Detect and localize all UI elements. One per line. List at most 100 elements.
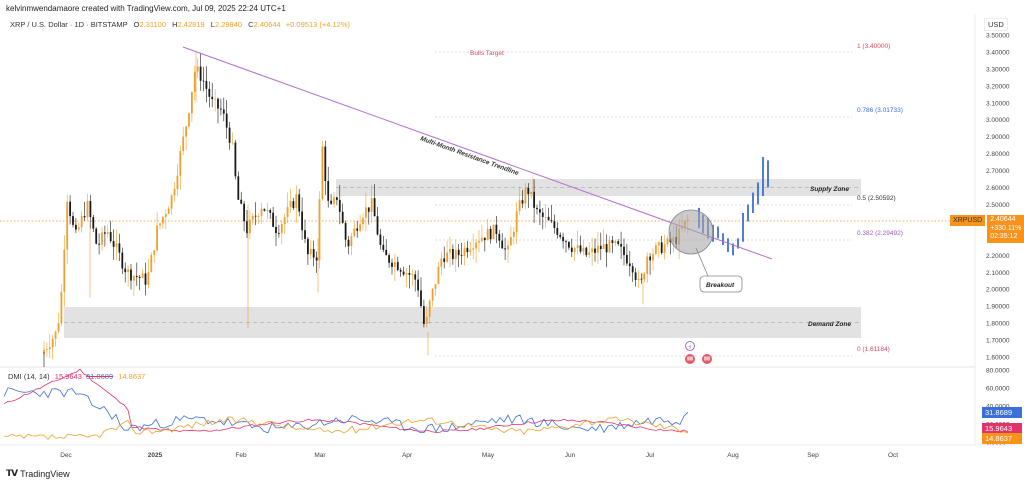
time-tick: Feb <box>235 452 247 459</box>
price-tick: 1.70000 <box>986 338 1010 345</box>
candle-body <box>321 146 324 200</box>
candle-body <box>399 269 402 272</box>
price-tick: 3.20000 <box>986 83 1010 90</box>
dmi-adx-line <box>3 416 689 440</box>
dmi-tick: 80.0000 <box>986 368 1010 375</box>
candle-body <box>504 248 506 250</box>
candle-body <box>214 98 216 100</box>
candle-body <box>312 249 315 258</box>
time-axis[interactable]: Dec 2025 Feb Mar Apr May Jun Jul Aug Sep Oct <box>60 452 898 459</box>
low-label: L <box>210 20 215 29</box>
attribution-text: kelvinmwendamaore created with TradingVi… <box>6 4 286 13</box>
last-price-value: 2.40644 <box>990 216 1016 223</box>
currency-label[interactable]: USD <box>984 18 1008 31</box>
demand-zone[interactable] <box>64 307 861 338</box>
candle-body <box>156 225 158 251</box>
price-tick: 2.80000 <box>986 151 1010 158</box>
candlestick-series[interactable] <box>43 51 689 367</box>
price-tick: 3.00000 <box>986 117 1010 124</box>
time-tick: Jun <box>565 452 576 459</box>
projection-bar <box>757 182 759 205</box>
candle-body <box>376 216 379 235</box>
candle-body <box>179 151 182 176</box>
tradingview-logo[interactable]: 𝗧𝗩 TradingView <box>6 468 70 479</box>
lightning-event-icon[interactable] <box>685 341 695 351</box>
candle-body <box>367 207 370 212</box>
trendline-label: Multi-Month Resistance Trendline <box>419 135 519 177</box>
candle-body <box>388 255 390 263</box>
candle-body <box>188 113 190 127</box>
candle-body <box>130 269 132 281</box>
candle-body <box>202 80 205 82</box>
dmi-plus-di-line <box>3 387 689 434</box>
demand-zone-label: Demand Zone <box>808 321 851 328</box>
candle-body <box>362 217 364 225</box>
candle-body <box>240 199 243 204</box>
candle-body <box>48 347 51 350</box>
candle-body <box>652 253 654 261</box>
candle-body <box>292 201 295 208</box>
price-tick: 2.10000 <box>986 270 1010 277</box>
candle-body <box>527 187 530 194</box>
candle-body <box>530 191 533 194</box>
candle-body <box>63 249 66 292</box>
candle-body <box>315 257 318 261</box>
high-value: 2.42819 <box>177 20 205 29</box>
projection-bar <box>752 192 754 213</box>
candle-body <box>486 228 489 241</box>
candle-body <box>144 273 147 285</box>
high-label: H <box>172 20 178 29</box>
candle-body <box>637 278 640 281</box>
candle-body <box>208 88 211 97</box>
dmi-value-3: 14.8637 <box>118 372 146 381</box>
projection-bar <box>762 157 764 196</box>
breakout-circle[interactable] <box>668 209 714 255</box>
fib-levels[interactable] <box>435 51 852 357</box>
symbol-title: XRP / U.S. Dollar · 1D · BITSTAMP <box>10 20 128 29</box>
time-tick: Mar <box>314 452 326 459</box>
candle-body <box>657 242 660 246</box>
candle-body <box>280 224 283 234</box>
lightning-glyph: ⚡ <box>688 344 692 351</box>
breakout-callout-box[interactable] <box>699 275 743 293</box>
candle-body <box>481 237 483 242</box>
fib-0-label: 0 (1.61184) <box>857 346 890 353</box>
tradingview-brand: TradingView <box>20 468 70 479</box>
candle-body <box>573 248 576 252</box>
candle-body <box>608 240 611 253</box>
dmi-legend[interactable]: DMI (14, 14) 15.9643 31.8689 14.8637 <box>8 372 145 381</box>
candle-body <box>228 127 231 143</box>
candle-body <box>344 222 347 240</box>
time-tick: Aug <box>727 452 739 459</box>
candle-body <box>518 200 521 212</box>
candle-body <box>370 198 373 212</box>
candle-body <box>411 274 414 276</box>
candle-body <box>405 272 408 275</box>
price-axis[interactable]: 3.50000 3.40000 3.30000 3.20000 3.10000 3.000… <box>986 33 1010 362</box>
candle-body <box>602 244 605 249</box>
candle-body <box>631 266 634 273</box>
candle-body <box>579 245 582 252</box>
candle-body <box>115 243 118 247</box>
candle-body <box>304 230 306 239</box>
candle-body <box>524 187 527 204</box>
candle-body <box>452 248 454 259</box>
candle-body <box>164 213 167 217</box>
candle-body <box>101 232 103 245</box>
candle-body <box>283 217 286 225</box>
candle-body <box>379 234 382 245</box>
price-tick: 1.90000 <box>986 304 1010 311</box>
candle-body <box>353 228 356 237</box>
candle-body <box>460 255 463 256</box>
candle-body <box>562 236 564 242</box>
price-tick: 2.00000 <box>986 287 1010 294</box>
candle-body <box>449 248 451 253</box>
dmi-value-2: 31.8689 <box>86 372 114 381</box>
candle-body <box>327 181 330 201</box>
candle-body <box>417 279 419 291</box>
candle-body <box>570 247 573 252</box>
price-tick: 2.90000 <box>986 134 1010 141</box>
symbol-legend[interactable]: XRP / U.S. Dollar · 1D · BITSTAMP O2.311… <box>10 20 350 29</box>
candle-body <box>51 338 54 348</box>
